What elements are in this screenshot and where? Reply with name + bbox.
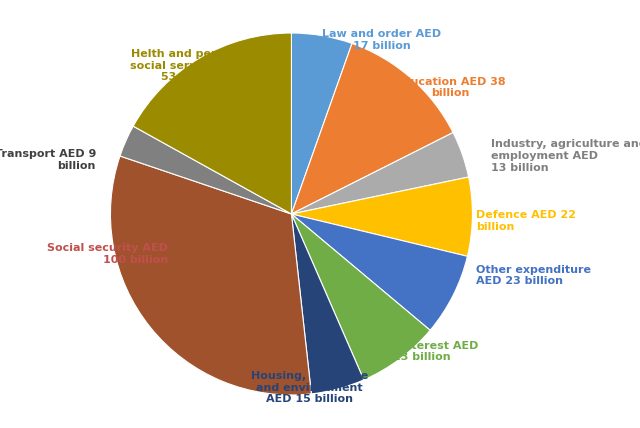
Wedge shape — [133, 33, 291, 214]
Text: Other expenditure
AED 23 billion: Other expenditure AED 23 billion — [476, 265, 591, 286]
Wedge shape — [291, 214, 364, 394]
Wedge shape — [291, 33, 352, 214]
Wedge shape — [291, 177, 472, 256]
Wedge shape — [291, 214, 430, 380]
Wedge shape — [120, 126, 291, 214]
Text: Helth and personal
social services AED
53 billion: Helth and personal social services AED 5… — [130, 49, 250, 82]
Wedge shape — [291, 133, 468, 214]
Wedge shape — [291, 44, 453, 214]
Text: Transport AED 9
billion: Transport AED 9 billion — [0, 149, 96, 170]
Text: Industry, agriculture and
employment AED
13 billion: Industry, agriculture and employment AED… — [490, 140, 640, 172]
Text: Law and order AED
17 billion: Law and order AED 17 billion — [323, 30, 442, 51]
Text: Defence AED 22
billion: Defence AED 22 billion — [476, 211, 576, 232]
Text: Debt interest AED
23 billion: Debt interest AED 23 billion — [365, 341, 478, 363]
Text: Education AED 38
billion: Education AED 38 billion — [396, 77, 506, 98]
Text: Housing, herritage
and environment
AED 15 billion: Housing, herritage and environment AED 1… — [251, 371, 368, 404]
Wedge shape — [291, 214, 467, 330]
Text: Social security AED
100 billion: Social security AED 100 billion — [47, 243, 168, 265]
Wedge shape — [111, 156, 312, 395]
